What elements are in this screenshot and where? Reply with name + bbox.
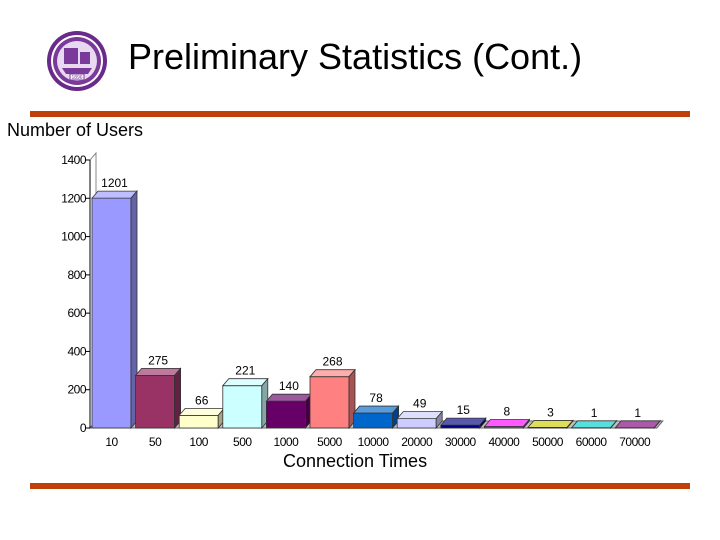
bar-top xyxy=(134,367,182,376)
category-label: 5000 xyxy=(317,435,343,449)
data-label: 275 xyxy=(148,353,168,367)
bar-top xyxy=(221,378,269,387)
bar-top xyxy=(439,417,487,426)
y-axis-label: Number of Users xyxy=(7,120,144,140)
bar-top xyxy=(352,405,400,414)
category-label: 70000 xyxy=(619,435,651,449)
data-label: 15 xyxy=(457,403,471,417)
y-tick-label: 1000 xyxy=(61,230,87,244)
data-label: 49 xyxy=(413,397,427,411)
data-label: 140 xyxy=(279,379,299,393)
bar xyxy=(440,424,481,429)
bar-top xyxy=(527,420,574,428)
data-label: 8 xyxy=(504,404,511,418)
category-label: 50 xyxy=(149,435,162,449)
data-label: 78 xyxy=(369,391,383,405)
y-tick-label: 400 xyxy=(67,344,86,358)
category-label: 10 xyxy=(105,435,118,449)
bar xyxy=(135,374,176,429)
top-divider xyxy=(30,111,690,117)
data-label: 66 xyxy=(195,393,209,407)
bar-top xyxy=(396,411,444,420)
bar xyxy=(353,412,394,429)
category-label: 20000 xyxy=(401,435,433,449)
category-label: 30000 xyxy=(445,435,477,449)
bar-side xyxy=(566,419,574,430)
bar-top xyxy=(178,407,226,416)
bar xyxy=(178,414,219,429)
y-tick-label: 1400 xyxy=(61,153,87,167)
y-tick-label: 1200 xyxy=(61,191,87,205)
bar-top xyxy=(570,420,618,429)
y-tick-label: 800 xyxy=(67,268,86,282)
category-label: 100 xyxy=(189,435,208,449)
data-label: 3 xyxy=(547,405,554,419)
slide-title: Preliminary Statistics (Cont.) xyxy=(128,36,583,77)
category-label: 500 xyxy=(233,435,252,449)
bar-top xyxy=(614,420,662,429)
university-seal-logo: 1896 xyxy=(46,30,108,92)
category-label: 60000 xyxy=(576,435,608,449)
data-label: 268 xyxy=(322,355,342,369)
bar-side xyxy=(523,418,530,430)
y-tick-label: 0 xyxy=(80,421,87,435)
bar-top xyxy=(309,369,356,378)
data-label: 1 xyxy=(634,406,641,420)
bar xyxy=(91,197,132,429)
bar-side xyxy=(653,419,661,430)
data-label: 1 xyxy=(591,406,598,420)
bar-top xyxy=(91,190,138,199)
bar-top xyxy=(265,393,313,402)
logo-year-text: 1896 xyxy=(71,75,82,81)
bottom-divider xyxy=(30,483,690,489)
data-label: 1201 xyxy=(101,176,128,190)
bar xyxy=(309,376,350,429)
bar xyxy=(222,385,263,429)
category-label: 50000 xyxy=(532,435,564,449)
bar-side xyxy=(479,417,487,430)
y-tick-label: 200 xyxy=(67,383,86,397)
category-label: 10000 xyxy=(358,435,390,449)
data-label: 221 xyxy=(235,364,255,378)
bar-top xyxy=(483,419,531,427)
y-tick-label: 600 xyxy=(67,306,86,320)
x-axis-label: Connection Times xyxy=(283,451,428,471)
bar-side xyxy=(435,410,443,430)
bar xyxy=(265,400,306,429)
category-label: 1000 xyxy=(274,435,300,449)
bar-side xyxy=(610,419,617,430)
category-label: 40000 xyxy=(488,435,520,449)
bar xyxy=(396,418,437,429)
